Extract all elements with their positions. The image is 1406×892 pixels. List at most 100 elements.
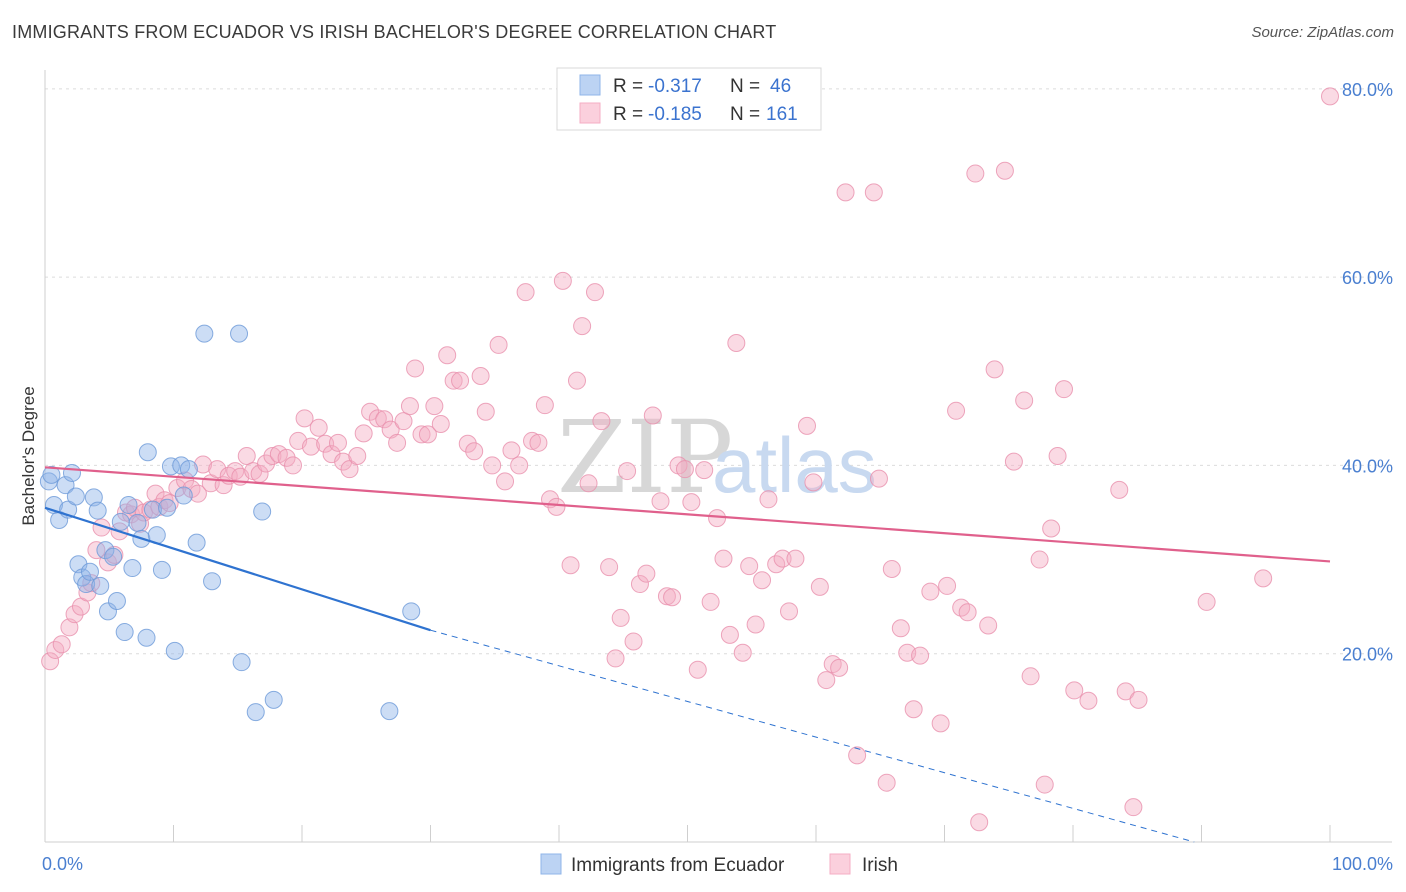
bottom-legend-swatch-ecuador [540, 853, 562, 875]
irish-point-70 [471, 366, 490, 385]
irish-point-93 [618, 462, 637, 481]
ecuador-point-34 [179, 460, 198, 479]
legend-n-label-ecuador: N = [730, 76, 760, 97]
irish-point-160 [1110, 480, 1129, 499]
trend-layer [44, 466, 1331, 843]
trend-line-ecuador-extension [430, 629, 1195, 843]
irish-point-68 [458, 434, 477, 453]
irish-point-153 [1048, 447, 1067, 465]
y-tick-label-3: 80.0% [1342, 80, 1393, 100]
irish-point-99 [657, 587, 676, 606]
ecuador-point-29 [158, 498, 177, 517]
ecuador-point-42 [264, 690, 283, 709]
irish-point-147 [1004, 452, 1023, 471]
irish-point-121 [804, 473, 823, 492]
irish-point-27 [194, 455, 213, 474]
irish-point-62 [418, 425, 437, 444]
irish-point-25 [182, 479, 201, 498]
ecuador-point-25 [138, 443, 157, 462]
irish-point-105 [695, 461, 714, 480]
irish-point-61 [412, 425, 431, 444]
ecuador-point-40 [246, 703, 265, 722]
legend-n-value-irish: 161 [766, 104, 798, 125]
irish-point-69 [465, 442, 484, 461]
grid-layer [45, 88, 1392, 655]
irish-point-125 [830, 658, 849, 677]
irish-point-136 [921, 582, 940, 601]
ecuador-point-20 [119, 495, 138, 514]
legend-r-label-ecuador: R = [613, 76, 643, 97]
ecuador-point-36 [195, 324, 214, 343]
irish-point-102 [675, 460, 694, 479]
ecuador-point-10 [80, 562, 99, 581]
irish-point-131 [882, 559, 901, 578]
irish-point-149 [1021, 667, 1040, 686]
irish-point-34 [237, 447, 256, 465]
ecuador-point-30 [161, 457, 180, 476]
y-tick-label-2: 60.0% [1342, 268, 1393, 288]
ecuador-point-31 [165, 641, 184, 660]
irish-point-55 [375, 410, 394, 429]
ecuador-point-44 [402, 602, 421, 621]
irish-point-23 [168, 479, 187, 498]
irish-point-45 [309, 418, 328, 437]
irish-point-142 [966, 164, 985, 183]
y-tick-label-0: 20.0% [1342, 645, 1393, 665]
irish-point-137 [931, 714, 950, 733]
irish-point-79 [529, 433, 548, 452]
ecuador-point-19 [115, 623, 134, 642]
irish-point-113 [746, 615, 765, 634]
legend-swatch-irish [579, 102, 601, 124]
irish-point-59 [400, 397, 419, 416]
trend-line-ecuador [44, 506, 431, 632]
points-layer [39, 87, 1339, 832]
irish-point-48 [328, 433, 347, 452]
ecuador-point-16 [104, 547, 123, 566]
irish-point-56 [381, 420, 400, 439]
irish-point-114 [753, 571, 772, 590]
legend-n-value-ecuador: 46 [770, 76, 791, 97]
irish-point-127 [848, 746, 867, 765]
irish-point-139 [947, 401, 966, 420]
irish-point-120 [798, 416, 817, 435]
irish-point-123 [817, 671, 836, 690]
irish-point-85 [567, 371, 586, 390]
irish-point-104 [688, 660, 707, 679]
y-axis-label: Bachelor's Degree [19, 386, 38, 525]
irish-point-117 [773, 549, 792, 568]
ecuador-point-35 [187, 533, 206, 552]
irish-point-157 [1116, 682, 1135, 701]
irish-point-130 [877, 773, 896, 792]
irish-point-58 [394, 412, 413, 431]
legend-r-label-irish: R = [613, 104, 643, 125]
irish-point-138 [938, 576, 957, 595]
ecuador-point-13 [91, 576, 110, 595]
irish-point-91 [606, 649, 625, 668]
irish-point-53 [361, 402, 380, 421]
watermark-atlas: atlas [712, 421, 877, 509]
irish-point-74 [496, 472, 515, 491]
irish-point-155 [1065, 681, 1084, 700]
ecuador-point-22 [128, 513, 147, 532]
irish-point-107 [708, 509, 727, 528]
irish-point-76 [510, 456, 529, 475]
irish-point-44 [301, 437, 320, 456]
irish-point-75 [502, 441, 521, 460]
irish-point-145 [985, 360, 1004, 379]
irish-point-89 [592, 412, 611, 431]
series-irish [41, 87, 1339, 832]
irish-point-0 [41, 652, 60, 671]
irish-point-129 [869, 469, 888, 488]
irish-point-72 [483, 456, 502, 475]
irish-point-154 [1055, 380, 1074, 399]
irish-point-4 [65, 605, 84, 624]
irish-point-108 [714, 549, 733, 568]
legend-n-label-irish: N = [730, 104, 760, 125]
irish-point-92 [611, 608, 630, 627]
irish-point-40 [277, 448, 296, 467]
y-tick-label-1: 40.0% [1342, 456, 1393, 476]
bottom-legend-swatch-irish [829, 853, 851, 875]
ecuador-point-41 [253, 502, 272, 521]
irish-point-88 [585, 283, 604, 302]
